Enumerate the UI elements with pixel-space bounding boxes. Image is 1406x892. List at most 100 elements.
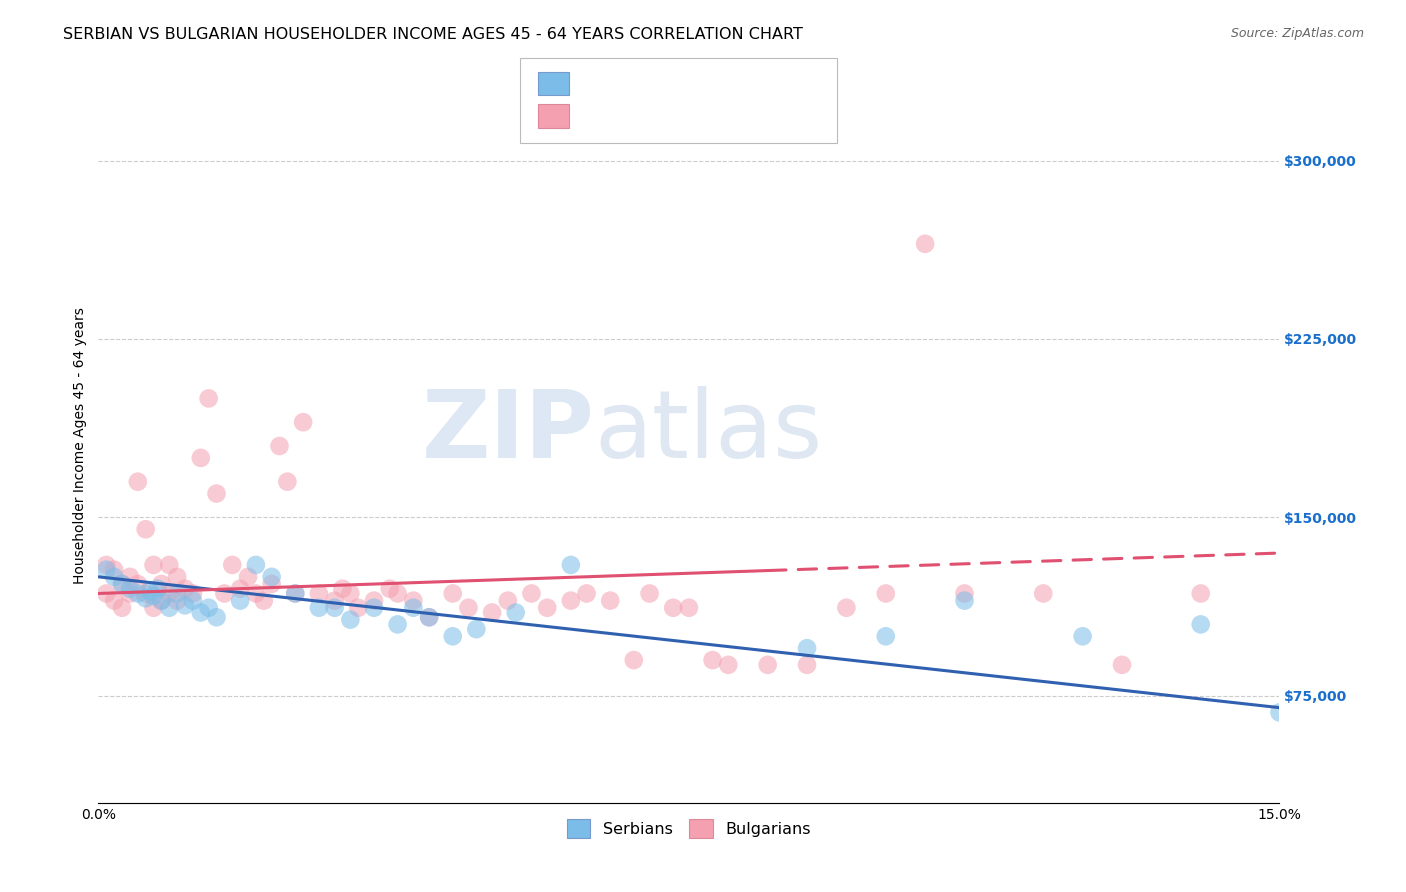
Point: [457, 600, 479, 615]
Text: N =: N =: [683, 106, 720, 124]
Point: [166, 570, 188, 584]
Point: [127, 586, 149, 600]
Point: [323, 593, 346, 607]
Point: [150, 577, 173, 591]
Point: [796, 641, 818, 656]
Point: [118, 570, 141, 584]
Point: [1268, 706, 1291, 720]
Point: [138, 584, 160, 599]
Point: [402, 593, 425, 607]
Point: [465, 622, 488, 636]
Point: [245, 586, 267, 600]
Point: [875, 586, 897, 600]
Point: [387, 617, 409, 632]
Point: [166, 586, 188, 600]
Text: R =: R =: [578, 106, 619, 124]
Point: [96, 558, 118, 572]
Point: [118, 582, 141, 596]
Point: [678, 600, 700, 615]
Point: [1189, 617, 1212, 632]
Point: [536, 600, 558, 615]
Point: [174, 582, 197, 596]
Point: [157, 586, 180, 600]
Point: [96, 563, 118, 577]
Point: [1071, 629, 1094, 643]
Point: [1032, 586, 1054, 600]
Point: [339, 613, 361, 627]
Y-axis label: Householder Income Ages 45 - 64 years: Householder Income Ages 45 - 64 years: [73, 308, 87, 584]
Point: [205, 610, 228, 624]
Point: [339, 586, 361, 600]
Point: [142, 600, 165, 615]
Point: [835, 600, 858, 615]
Point: [638, 586, 661, 600]
Point: [347, 600, 370, 615]
Point: [505, 606, 527, 620]
Point: [135, 591, 157, 606]
Point: [496, 593, 519, 607]
Point: [127, 475, 149, 489]
Point: [236, 570, 259, 584]
Point: [292, 415, 315, 429]
Point: [150, 593, 173, 607]
Point: [284, 586, 307, 600]
Point: [111, 577, 134, 591]
Text: SERBIAN VS BULGARIAN HOUSEHOLDER INCOME AGES 45 - 64 YEARS CORRELATION CHART: SERBIAN VS BULGARIAN HOUSEHOLDER INCOME …: [63, 27, 803, 42]
Point: [135, 522, 157, 536]
Point: [135, 586, 157, 600]
Text: 70: 70: [718, 105, 745, 125]
Point: [575, 586, 598, 600]
Point: [111, 600, 134, 615]
Point: [875, 629, 897, 643]
Point: [205, 486, 228, 500]
Text: N =: N =: [683, 74, 720, 92]
Point: [953, 586, 976, 600]
Point: [221, 558, 243, 572]
Point: [378, 582, 401, 596]
Point: [560, 593, 582, 607]
Point: [1189, 586, 1212, 600]
Point: [560, 558, 582, 572]
Point: [323, 600, 346, 615]
Point: [387, 586, 409, 600]
Point: [276, 475, 298, 489]
Point: [103, 563, 125, 577]
Point: [142, 589, 165, 603]
Point: [363, 593, 385, 607]
Text: R =: R =: [578, 74, 614, 92]
Point: [402, 600, 425, 615]
Point: [190, 450, 212, 465]
Point: [229, 582, 252, 596]
Point: [260, 570, 283, 584]
Point: [756, 657, 779, 672]
Point: [197, 600, 219, 615]
Point: [111, 577, 134, 591]
Point: [103, 570, 125, 584]
Point: [914, 236, 936, 251]
Text: atlas: atlas: [595, 385, 823, 478]
Point: [662, 600, 685, 615]
Point: [197, 392, 219, 406]
Point: [363, 600, 385, 615]
Point: [181, 593, 204, 607]
Point: [142, 558, 165, 572]
Point: [181, 586, 204, 600]
Point: [717, 657, 740, 672]
Point: [157, 600, 180, 615]
Point: [146, 582, 169, 596]
Point: [214, 586, 236, 600]
Point: [308, 600, 330, 615]
Point: [599, 593, 621, 607]
Point: [308, 586, 330, 600]
Point: [332, 582, 354, 596]
Point: [174, 599, 197, 613]
Point: [953, 593, 976, 607]
Point: [96, 586, 118, 600]
Text: ZIP: ZIP: [422, 385, 595, 478]
Point: [127, 577, 149, 591]
Point: [245, 558, 267, 572]
Text: 0.044: 0.044: [617, 106, 669, 124]
Point: [441, 586, 464, 600]
Point: [118, 586, 141, 600]
Point: [284, 586, 307, 600]
